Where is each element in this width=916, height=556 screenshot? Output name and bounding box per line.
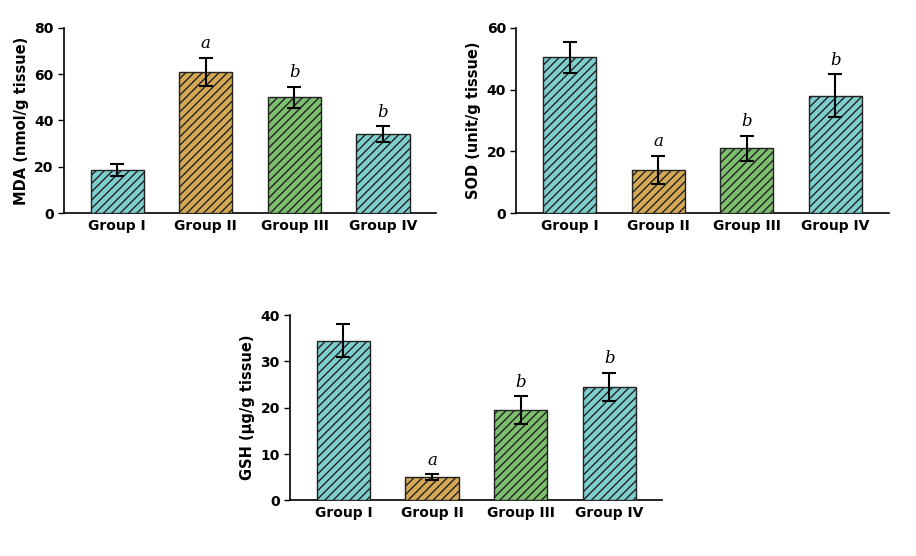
Bar xyxy=(583,387,636,500)
Text: b: b xyxy=(741,113,752,130)
Text: a: a xyxy=(427,452,437,469)
Bar xyxy=(317,340,370,500)
Bar xyxy=(180,72,233,213)
Y-axis label: SOD (unit/g tissue): SOD (unit/g tissue) xyxy=(466,42,481,199)
Text: a: a xyxy=(201,36,211,52)
Text: b: b xyxy=(377,104,388,121)
Bar xyxy=(632,170,685,213)
Text: a: a xyxy=(653,133,663,151)
Bar xyxy=(356,135,409,213)
Bar xyxy=(267,97,321,213)
Bar xyxy=(543,57,596,213)
Bar xyxy=(720,148,773,213)
Text: b: b xyxy=(516,374,526,391)
Bar xyxy=(809,96,862,213)
Y-axis label: GSH (μg/g tissue): GSH (μg/g tissue) xyxy=(240,335,255,480)
Text: b: b xyxy=(830,52,841,68)
Bar xyxy=(406,477,459,500)
Text: b: b xyxy=(604,350,615,368)
Bar xyxy=(91,170,144,213)
Text: b: b xyxy=(289,64,300,81)
Bar xyxy=(494,410,547,500)
Y-axis label: MDA (nmol/g tissue): MDA (nmol/g tissue) xyxy=(14,36,28,205)
